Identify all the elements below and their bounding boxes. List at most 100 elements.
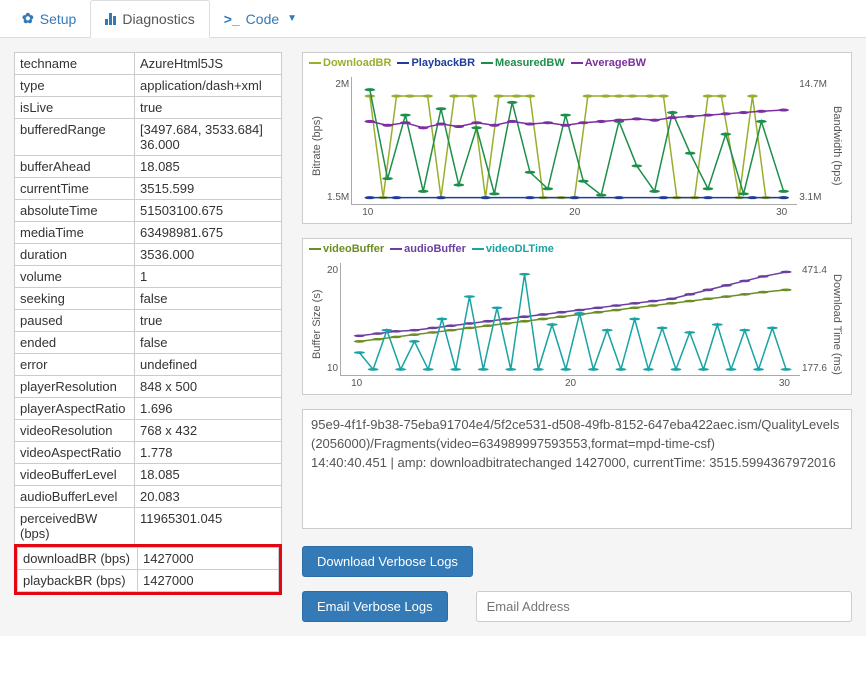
tab-label: Diagnostics [122,11,194,27]
legend-color-icon [397,62,409,64]
content-area: technameAzureHtml5JStypeapplication/dash… [0,38,866,636]
legend-item: MeasuredBW [481,57,565,69]
email-logs-button[interactable]: Email Verbose Logs [302,591,448,622]
diag-key: videoBufferLevel [15,464,135,486]
diag-key: duration [15,244,135,266]
tab-code[interactable]: >_ Code ▼ [210,0,311,37]
legend-label: audioBuffer [404,243,466,255]
diag-value: 51503100.675 [135,200,282,222]
legend-label: PlaybackBR [411,57,475,69]
table-row: downloadBR (bps)1427000 [18,548,279,570]
table-row: seekingfalse [15,288,282,310]
bitrate-chart: DownloadBRPlaybackBRMeasuredBWAverageBW … [302,52,852,224]
diag-key: error [15,354,135,376]
buffer-chart: videoBufferaudioBuffervideoDLTime Buffer… [302,238,852,395]
table-row: audioBufferLevel20.083 [15,486,282,508]
diag-key: techname [15,53,135,75]
legend-label: MeasuredBW [495,57,565,69]
table-row: playerAspectRatio1.696 [15,398,282,420]
tick: 20 [565,378,576,389]
tick: 471.4 [802,265,827,276]
diag-value: 20.083 [135,486,282,508]
table-row: duration3536.000 [15,244,282,266]
table-row: bufferAhead18.085 [15,156,282,178]
legend-label: videoBuffer [323,243,384,255]
diag-key: seeking [15,288,135,310]
legend-item: PlaybackBR [397,57,475,69]
diag-value: false [135,332,282,354]
highlight-box: downloadBR (bps)1427000playbackBR (bps)1… [14,544,282,595]
download-logs-button[interactable]: Download Verbose Logs [302,546,473,577]
diag-key: downloadBR (bps) [18,548,138,570]
chart-legend: videoBuffer audioBuffer videoDLTime [309,243,845,255]
bars-icon [105,13,116,25]
diag-value: false [135,288,282,310]
legend-item: DownloadBR [309,57,391,69]
diag-key: ended [15,332,135,354]
legend-color-icon [571,62,583,64]
diag-value: application/dash+xml [135,75,282,97]
tick: 10 [362,207,373,218]
diag-value: 63498981.675 [135,222,282,244]
legend-color-icon [309,62,321,64]
legend-item: videoDLTime [472,243,554,255]
y-axis-right-label: Download Time (ms) [829,257,845,392]
tick: 20 [327,265,338,276]
left-panel: technameAzureHtml5JStypeapplication/dash… [14,52,282,622]
x-ticks: 10 20 30 [352,207,797,218]
table-row: videoResolution768 x 432 [15,420,282,442]
table-row: playerResolution848 x 500 [15,376,282,398]
diag-key: playerAspectRatio [15,398,135,420]
tick: 177.6 [802,363,827,374]
email-input[interactable] [476,591,852,622]
tick: 14.7M [799,79,827,90]
y-ticks-left: 2M 1.5M [325,71,351,221]
log-output[interactable] [302,409,852,529]
plot-area: 10 20 30 [351,77,797,205]
tick: 20 [569,207,580,218]
table-row: mediaTime63498981.675 [15,222,282,244]
diag-key: videoAspectRatio [15,442,135,464]
y-axis-right-label: Bandwidth (bps) [829,71,845,221]
diag-key: bufferAhead [15,156,135,178]
y-axis-left-label: Bitrate (bps) [309,71,325,221]
diag-key: mediaTime [15,222,135,244]
diag-value: 1.778 [135,442,282,464]
plot-area: 10 20 30 [340,263,800,376]
table-row: playbackBR (bps)1427000 [18,570,279,592]
diag-key: volume [15,266,135,288]
diagnostics-table: technameAzureHtml5JStypeapplication/dash… [14,52,282,545]
diag-value: true [135,97,282,119]
chevron-down-icon: ▼ [287,13,297,24]
diag-value: true [135,310,282,332]
diag-key: videoResolution [15,420,135,442]
tick: 10 [351,378,362,389]
table-row: absoluteTime51503100.675 [15,200,282,222]
diag-value: [3497.684, 3533.684] 36.000 [135,119,282,156]
diagnostics-table-highlight: downloadBR (bps)1427000playbackBR (bps)1… [17,547,279,592]
table-row: videoAspectRatio1.778 [15,442,282,464]
gear-icon: ✿ [22,10,34,27]
table-row: pausedtrue [15,310,282,332]
table-row: videoBufferLevel18.085 [15,464,282,486]
legend-item: AverageBW [571,57,646,69]
diag-value: 18.085 [135,156,282,178]
tab-diagnostics[interactable]: Diagnostics [90,0,209,38]
tick: 3.1M [799,192,827,203]
y-ticks-right: 14.7M 3.1M [797,71,829,221]
right-panel: DownloadBRPlaybackBRMeasuredBWAverageBW … [302,52,852,622]
table-row: volume1 [15,266,282,288]
tick: 10 [327,363,338,374]
tick: 30 [779,378,790,389]
diag-key: currentTime [15,178,135,200]
diag-value: 1427000 [138,548,279,570]
table-row: technameAzureHtml5JS [15,53,282,75]
legend-color-icon [390,248,402,250]
diag-value: 1.696 [135,398,282,420]
table-row: typeapplication/dash+xml [15,75,282,97]
tab-setup[interactable]: ✿ Setup [8,0,90,37]
diag-value: 768 x 432 [135,420,282,442]
diag-key: isLive [15,97,135,119]
terminal-icon: >_ [224,11,240,27]
diag-key: type [15,75,135,97]
